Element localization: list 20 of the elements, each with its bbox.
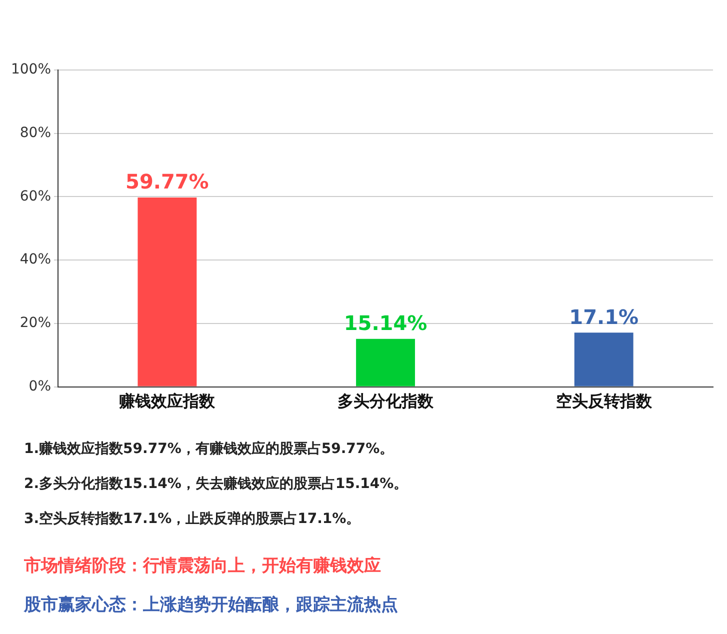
data-label: 17.1% <box>569 304 639 329</box>
x-tick-label: 空头反转指数 <box>556 392 653 411</box>
text: 股市赢家心态：上涨趋势开始酝酿，跟踪主流热点 <box>24 594 399 616</box>
x-tick-label: 赚钱效应指数 <box>118 392 216 411</box>
text: 3.空头反转指数17.1%，止跌反弹的股票占17.1%。 <box>24 510 362 528</box>
bar <box>138 197 197 386</box>
data-label: 59.77% <box>126 170 209 194</box>
text: 市场情绪阶段：行情震荡向上，开始有赚钱效应 <box>24 555 382 577</box>
y-tick-label: 100% <box>10 62 52 78</box>
bar <box>356 338 415 386</box>
bar <box>574 332 634 386</box>
y-tick-label: 80% <box>20 125 52 141</box>
y-tick-label: 60% <box>20 188 52 204</box>
text: 2.多头分化指数15.14%，失去赚钱效应的股票占15.14%。 <box>24 475 409 493</box>
y-tick-label: 0% <box>28 378 52 394</box>
data-label: 15.14% <box>344 311 428 336</box>
text: 1.赚钱效应指数59.77%，有赚钱效应的股票占59.77%。 <box>24 440 395 458</box>
y-tick-label: 20% <box>20 315 52 332</box>
x-tick-label: 多头分化指数 <box>338 392 435 411</box>
y-tick-label: 40% <box>20 252 52 268</box>
